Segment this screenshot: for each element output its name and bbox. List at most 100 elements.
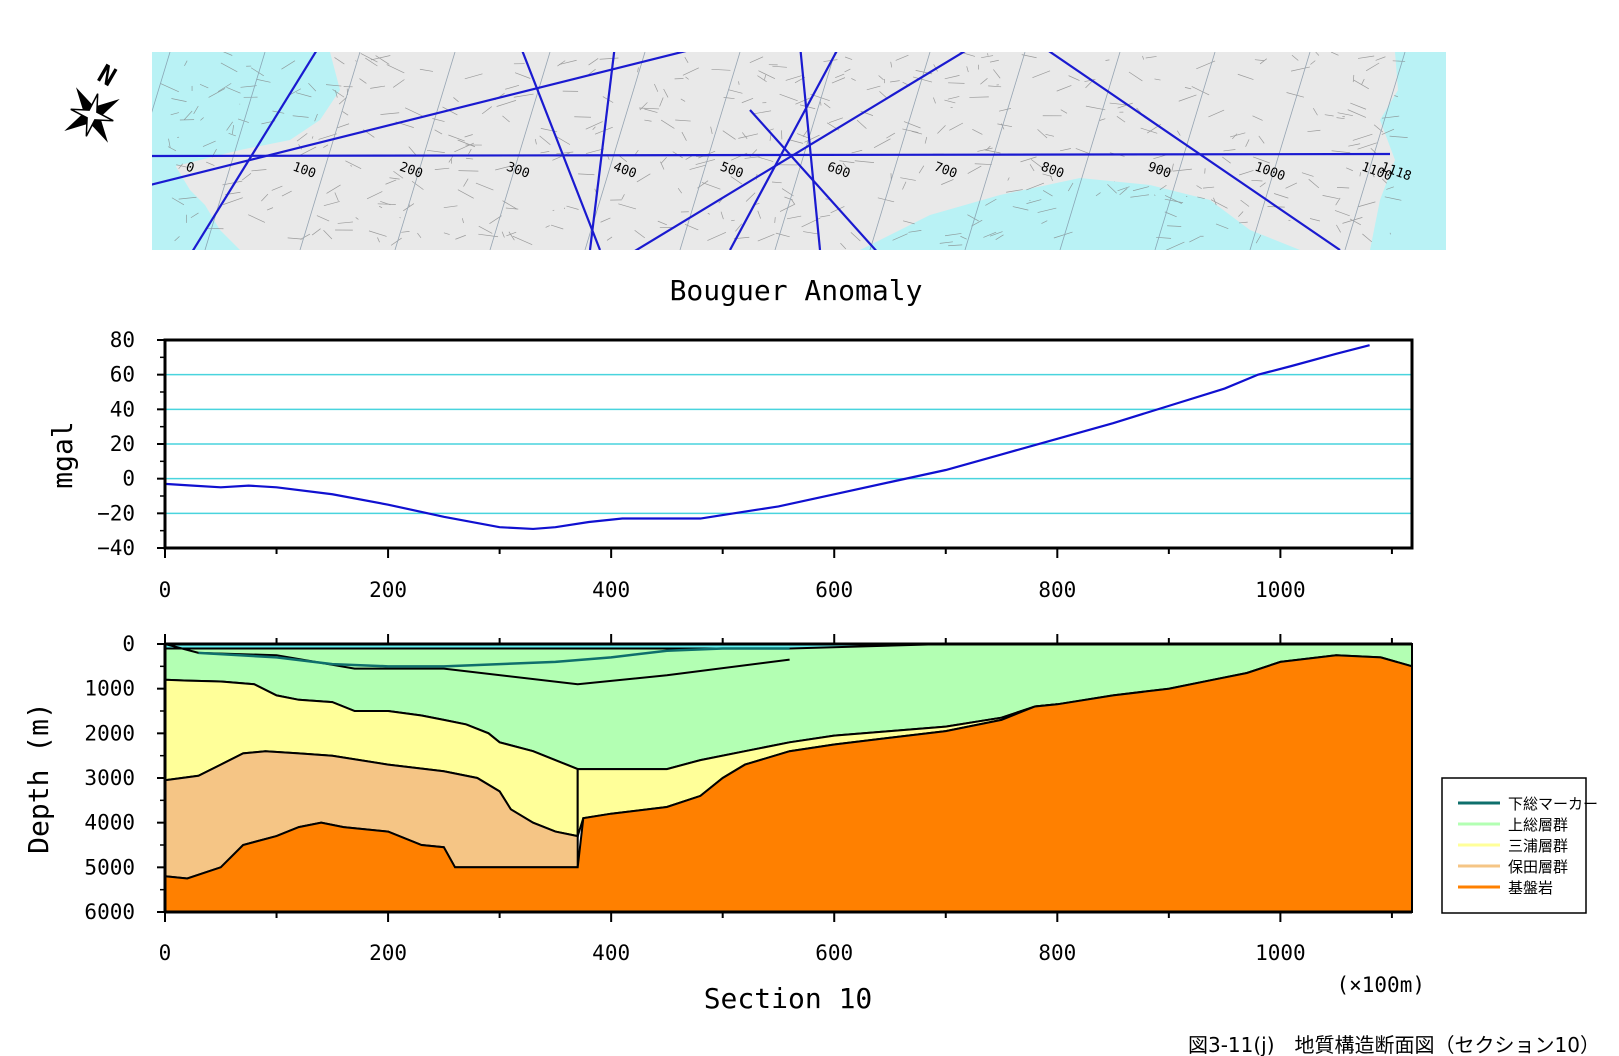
map-road	[924, 136, 928, 144]
section-line-g	[634, 52, 966, 250]
map-road	[554, 135, 571, 145]
map-gridline	[394, 52, 456, 250]
map-road	[1119, 188, 1128, 196]
map-road	[566, 205, 579, 210]
map-road	[639, 107, 660, 110]
map-road	[1255, 234, 1262, 244]
geology-x-tick-label: 600	[815, 941, 853, 965]
gravity-y-tick-label: −40	[97, 536, 135, 560]
gravity-y-tick-label: 20	[110, 432, 135, 456]
map-road	[453, 97, 459, 103]
map-road	[757, 156, 774, 162]
map-road	[1352, 133, 1373, 141]
map-road	[644, 119, 652, 122]
map-road	[831, 77, 846, 84]
map-road	[171, 98, 187, 102]
map-road	[1032, 70, 1051, 78]
map-road	[475, 182, 494, 191]
map-road	[745, 192, 756, 202]
map-road	[417, 232, 422, 239]
map-road	[281, 60, 296, 70]
geology-y-tick-label: 4000	[84, 811, 135, 835]
map-road	[359, 78, 367, 84]
map-road	[972, 129, 983, 135]
map-road	[534, 138, 537, 145]
map-road	[287, 237, 303, 240]
map-road	[250, 67, 264, 77]
map-road	[820, 214, 831, 218]
map-road	[588, 58, 599, 66]
map-road	[325, 84, 342, 87]
map-road	[1215, 223, 1229, 230]
map-road	[764, 74, 767, 80]
map-road	[660, 161, 665, 170]
map-road	[661, 156, 667, 164]
map-road	[365, 57, 378, 67]
map-road	[434, 167, 450, 170]
map-road	[190, 212, 199, 219]
map-road	[311, 228, 321, 236]
map-road	[266, 207, 274, 211]
map-road	[1045, 133, 1055, 137]
map-road	[1164, 211, 1177, 218]
map-road	[1210, 199, 1228, 209]
map-road	[308, 82, 317, 92]
gravity-x-tick-label: 400	[592, 578, 630, 602]
map-road	[606, 236, 613, 241]
map-road	[1365, 62, 1380, 72]
map-road	[974, 163, 992, 165]
map-road	[464, 73, 483, 80]
map-road	[731, 219, 735, 222]
map-road	[1041, 220, 1048, 224]
map-road	[222, 180, 243, 186]
geology-chart: 0 1000 2000 3000 4000 5000 6000 0 200 400 600 800 1…	[84, 632, 1413, 965]
map-road	[757, 233, 775, 242]
map-road	[314, 113, 318, 122]
map-road	[723, 97, 735, 100]
map-land	[152, 52, 1398, 250]
map-road	[338, 96, 348, 105]
map-road	[779, 93, 798, 102]
section-line-b	[191, 52, 317, 250]
map-road	[851, 78, 856, 81]
map-road	[355, 217, 359, 220]
map-road	[505, 207, 519, 210]
map-road	[711, 68, 731, 71]
map-road	[741, 132, 748, 139]
map-road	[758, 70, 776, 80]
map-road	[377, 237, 380, 243]
map-gridline	[774, 52, 836, 250]
map-road	[240, 85, 257, 88]
map-road	[842, 162, 850, 172]
map-road	[977, 147, 993, 152]
map-road	[1342, 217, 1363, 224]
section-line-i	[1048, 52, 1341, 250]
section-line-a	[152, 52, 687, 186]
map-road	[689, 164, 706, 170]
map-road	[1291, 54, 1299, 61]
map-road	[378, 205, 383, 209]
map-road	[890, 80, 900, 83]
section-line-d	[588, 52, 616, 250]
map-road	[749, 56, 764, 64]
map-road	[220, 62, 238, 73]
map-road	[168, 138, 171, 148]
map-road	[1359, 172, 1361, 177]
map-road	[682, 67, 699, 76]
map-road	[969, 96, 989, 98]
gravity-x-tick-label: 200	[369, 578, 407, 602]
map-road	[1239, 170, 1254, 176]
map-road	[851, 149, 863, 154]
map-road	[1346, 167, 1353, 172]
map-road	[1156, 165, 1171, 173]
map-road	[1334, 210, 1350, 217]
map-texture	[152, 52, 1408, 250]
map-road	[795, 97, 812, 105]
gravity-x-tick-label: 800	[1038, 578, 1076, 602]
map-road	[1145, 56, 1157, 59]
gravity-y-tick-label: 40	[110, 397, 135, 421]
map-road	[478, 233, 499, 238]
map-road	[1310, 60, 1316, 65]
legend-label: 上総層群	[1508, 816, 1568, 834]
